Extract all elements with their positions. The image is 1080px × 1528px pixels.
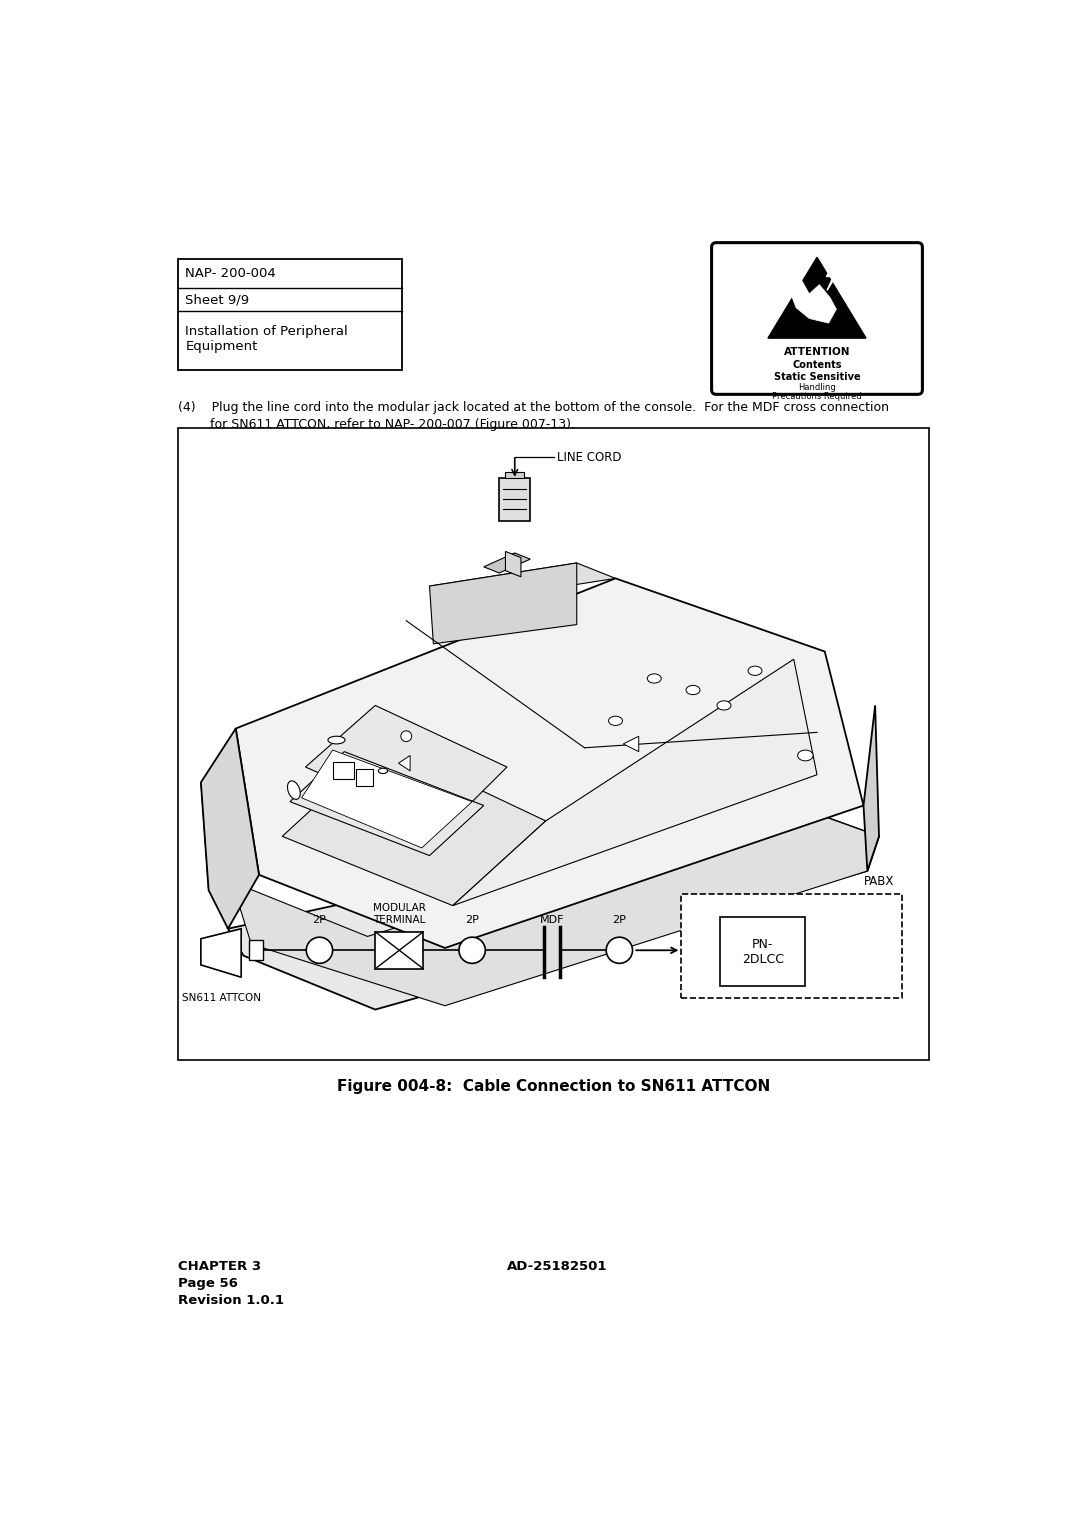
Circle shape [459,937,485,963]
Polygon shape [430,562,616,602]
Text: Contents: Contents [793,361,841,370]
Text: PABX: PABX [864,876,894,888]
Polygon shape [768,257,866,338]
Polygon shape [453,659,816,906]
FancyBboxPatch shape [712,243,922,394]
Bar [333,761,354,779]
Circle shape [401,730,411,741]
Polygon shape [201,782,879,1005]
Text: NAP- 200-004: NAP- 200-004 [186,267,276,280]
Ellipse shape [378,769,388,773]
Text: for SN611 ATTCON, refer to NAP- 200-007 (Figure 007-13).: for SN611 ATTCON, refer to NAP- 200-007 … [177,419,575,431]
Text: SN611 ATTCON: SN611 ATTCON [181,993,260,1002]
Text: Static Sensitive: Static Sensitive [773,371,861,382]
Ellipse shape [686,686,700,695]
Bar [505,472,524,478]
Polygon shape [484,553,530,573]
Text: 2P: 2P [612,915,626,924]
Polygon shape [864,706,879,871]
Text: MODULAR
TERMINAL: MODULAR TERMINAL [373,903,426,924]
Polygon shape [306,706,507,828]
Text: LINE CORD: LINE CORD [557,451,622,465]
Ellipse shape [328,736,345,744]
Polygon shape [228,805,879,1010]
Circle shape [606,937,633,963]
Polygon shape [201,729,259,929]
Text: AD-25182501: AD-25182501 [507,1259,607,1273]
Polygon shape [430,562,577,643]
Text: Figure 004-8:  Cable Connection to SN611 ATTCON: Figure 004-8: Cable Connection to SN611 … [337,1079,770,1094]
Circle shape [307,937,333,963]
Text: (4)    Plug the line cord into the modular jack located at the bottom of the con: (4) Plug the line cord into the modular … [177,402,889,414]
Polygon shape [291,752,484,856]
Bar [681,894,902,998]
Polygon shape [201,929,241,978]
Polygon shape [505,552,521,578]
Bar [720,917,806,987]
Text: Installation of Peripheral
Equipment: Installation of Peripheral Equipment [186,325,348,353]
Bar [375,932,423,969]
Polygon shape [235,579,864,947]
Polygon shape [399,755,410,770]
Text: ATTENTION: ATTENTION [784,347,850,358]
Ellipse shape [287,781,300,799]
Ellipse shape [717,701,731,711]
Text: 2P: 2P [312,915,326,924]
Text: Handling: Handling [798,384,836,391]
Polygon shape [792,280,836,322]
Text: Sheet 9/9: Sheet 9/9 [186,293,249,306]
Ellipse shape [647,674,661,683]
Text: CHAPTER 3
Page 56
Revision 1.0.1: CHAPTER 3 Page 56 Revision 1.0.1 [177,1259,284,1306]
Bar [177,428,930,1059]
Bar [177,258,403,370]
Text: PN-
2DLCC: PN- 2DLCC [742,938,784,966]
Bar [356,769,373,787]
Polygon shape [499,478,530,521]
Polygon shape [282,744,545,906]
Bar [248,940,262,960]
Text: MDF: MDF [540,915,564,924]
Polygon shape [623,736,638,752]
Polygon shape [826,260,839,290]
Text: 2P: 2P [465,915,480,924]
Text: Precautions Required: Precautions Required [772,393,862,400]
Polygon shape [301,750,472,848]
Ellipse shape [608,717,622,726]
Ellipse shape [798,750,813,761]
Ellipse shape [748,666,762,675]
